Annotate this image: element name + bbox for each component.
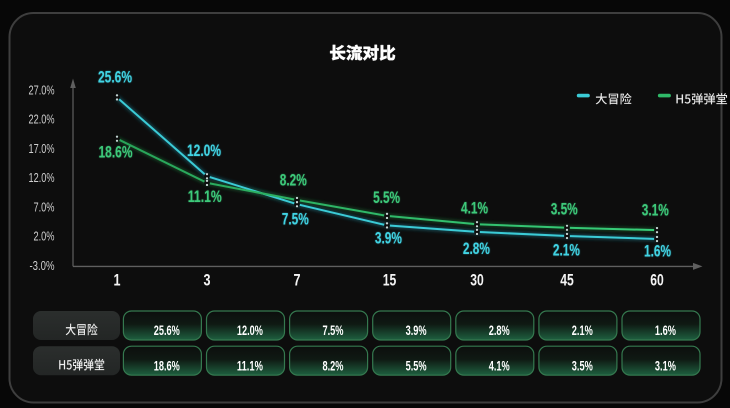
svg-text:60: 60	[650, 272, 664, 290]
svg-text:25.6%: 25.6%	[154, 322, 180, 338]
svg-text:1.6%: 1.6%	[644, 241, 671, 260]
svg-text:18.6%: 18.6%	[99, 142, 133, 161]
svg-text:3.5%: 3.5%	[551, 200, 578, 219]
svg-text:2.8%: 2.8%	[463, 239, 490, 258]
svg-text:1: 1	[114, 272, 121, 290]
svg-text:3.1%: 3.1%	[655, 357, 676, 373]
svg-text:5.5%: 5.5%	[373, 188, 400, 207]
svg-text:7.5%: 7.5%	[323, 322, 344, 338]
svg-text:25.6%: 25.6%	[98, 67, 132, 86]
svg-text:3.9%: 3.9%	[406, 322, 427, 338]
svg-text:18.6%: 18.6%	[154, 357, 180, 373]
svg-text:11.1%: 11.1%	[237, 357, 263, 373]
svg-text:1.6%: 1.6%	[655, 322, 676, 338]
svg-text:2.0%: 2.0%	[34, 230, 55, 244]
svg-text:45: 45	[560, 272, 574, 290]
svg-text:5.5%: 5.5%	[373, 188, 400, 207]
svg-text:8.2%: 8.2%	[323, 357, 344, 373]
svg-text:7.5%: 7.5%	[282, 210, 309, 229]
svg-text:3.9%: 3.9%	[375, 228, 402, 247]
svg-text:1.6%: 1.6%	[644, 241, 671, 260]
svg-text:17.0%: 17.0%	[29, 142, 55, 156]
svg-text:3.5%: 3.5%	[551, 200, 578, 219]
svg-text:3.9%: 3.9%	[375, 228, 402, 247]
svg-text:3.1%: 3.1%	[642, 201, 669, 220]
svg-text:27.0%: 27.0%	[29, 83, 55, 97]
svg-text:4.1%: 4.1%	[461, 199, 488, 218]
svg-text:4.1%: 4.1%	[489, 357, 510, 373]
svg-text:30: 30	[470, 272, 484, 290]
svg-text:15: 15	[383, 272, 397, 290]
svg-text:25.6%: 25.6%	[98, 67, 132, 86]
svg-text:7: 7	[294, 272, 301, 290]
svg-text:2.8%: 2.8%	[489, 322, 510, 338]
svg-text:8.2%: 8.2%	[280, 171, 307, 190]
svg-text:4.1%: 4.1%	[461, 199, 488, 218]
svg-text:12.0%: 12.0%	[237, 322, 263, 338]
svg-text:11.1%: 11.1%	[188, 187, 222, 206]
svg-text:12.0%: 12.0%	[187, 141, 221, 160]
svg-text:7.0%: 7.0%	[34, 200, 55, 214]
svg-text:22.0%: 22.0%	[29, 113, 55, 127]
svg-text:2.1%: 2.1%	[572, 322, 593, 338]
svg-text:2.8%: 2.8%	[463, 239, 490, 258]
svg-text:8.2%: 8.2%	[280, 171, 307, 190]
svg-text:2.1%: 2.1%	[553, 240, 580, 259]
svg-text:12.0%: 12.0%	[187, 141, 221, 160]
svg-text:5.5%: 5.5%	[406, 357, 427, 373]
svg-text:18.6%: 18.6%	[99, 142, 133, 161]
svg-text:12.0%: 12.0%	[29, 171, 55, 185]
svg-text:3.5%: 3.5%	[572, 357, 593, 373]
svg-text:-3.0%: -3.0%	[30, 259, 55, 273]
svg-text:3: 3	[204, 272, 211, 290]
svg-text:7.5%: 7.5%	[282, 210, 309, 229]
svg-text:2.1%: 2.1%	[553, 240, 580, 259]
svg-text:11.1%: 11.1%	[188, 187, 222, 206]
svg-text:3.1%: 3.1%	[642, 201, 669, 220]
